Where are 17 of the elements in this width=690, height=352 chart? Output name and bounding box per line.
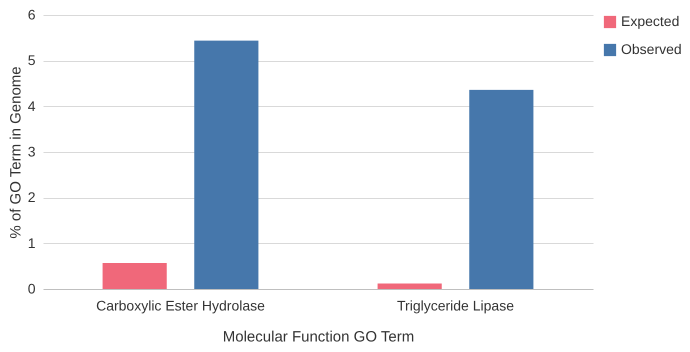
- y-tick-label: 1: [28, 234, 36, 251]
- y-axis-title: % of GO Term in Genome: [8, 66, 25, 239]
- y-tick-label: 0: [28, 280, 36, 296]
- x-tick-label: Carboxylic Ester Hydrolase: [96, 298, 266, 314]
- x-axis-title: Molecular Function GO Term: [222, 328, 414, 346]
- bar: [378, 284, 442, 289]
- x-tick-label: Triglyceride Lipase: [397, 298, 514, 314]
- bar: [102, 262, 167, 289]
- legend-label: Expected: [621, 13, 680, 29]
- bar: [469, 90, 534, 289]
- legend-label: Observed: [621, 41, 682, 57]
- y-tick-label: 3: [28, 144, 36, 160]
- y-tick-label: 6: [28, 6, 36, 22]
- y-tick-label: 5: [28, 52, 36, 68]
- y-tick-label: 2: [28, 189, 36, 206]
- y-tick-label: 4: [28, 98, 36, 114]
- bar: [194, 40, 258, 289]
